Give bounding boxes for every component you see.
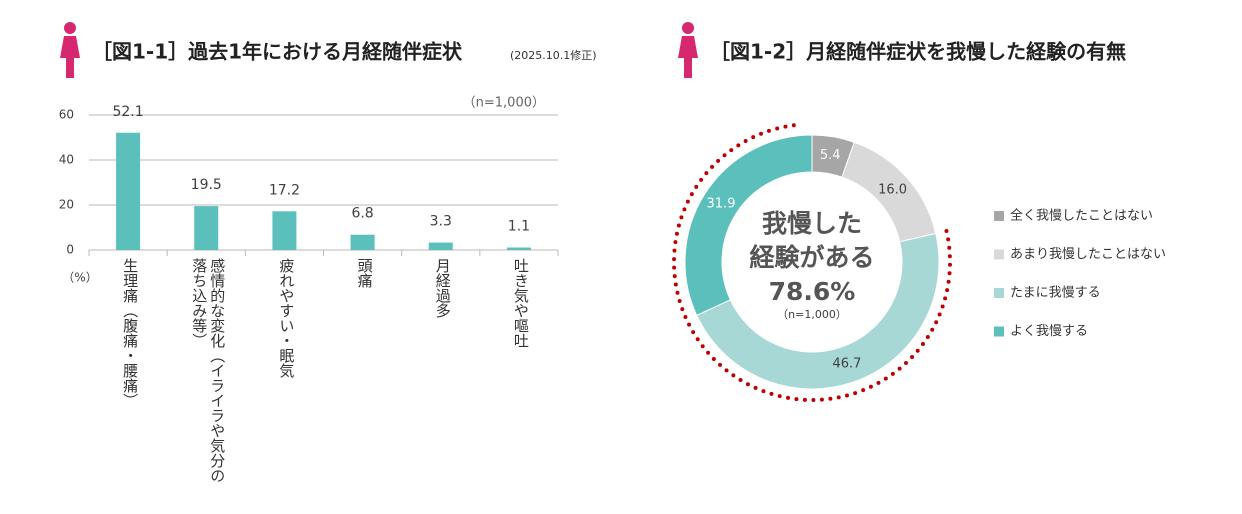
value-label: 31.9 bbox=[707, 196, 736, 211]
highlight-arc bbox=[672, 123, 952, 402]
donut-slice bbox=[684, 134, 813, 317]
legend-label: あまり我慢したことはない bbox=[1010, 246, 1166, 262]
legend-swatch bbox=[994, 211, 1004, 221]
value-label: 1.1 bbox=[508, 219, 530, 235]
y-tick-label: 0 bbox=[66, 243, 74, 257]
x-tick-label: 吐き気や嘔吐 bbox=[511, 258, 530, 348]
value-label: 3.3 bbox=[430, 214, 452, 230]
value-label: 52.1 bbox=[112, 104, 143, 120]
y-unit: （%） bbox=[62, 271, 97, 285]
x-tick-label: 月経過多 bbox=[433, 258, 452, 318]
value-label: 6.8 bbox=[351, 206, 373, 222]
value-label: 19.5 bbox=[191, 177, 222, 193]
legend-swatch bbox=[994, 249, 1004, 260]
bar bbox=[116, 132, 141, 250]
chart-title: ［図1-2］月経随伴症状を我慢した経験の有無 bbox=[710, 40, 1126, 64]
woman-icon bbox=[678, 22, 698, 78]
legend-swatch bbox=[994, 326, 1004, 337]
x-tick-label: 感情的な変化（イライラや気分の落ち込み等） bbox=[190, 258, 227, 483]
value-label: 46.7 bbox=[833, 357, 862, 372]
bar bbox=[428, 242, 453, 250]
y-tick-label: 40 bbox=[59, 153, 74, 167]
center-value: 78.6% bbox=[769, 277, 856, 306]
x-tick-label: 疲れやすい・眠気 bbox=[277, 258, 296, 378]
value-label: 5.4 bbox=[820, 148, 841, 163]
legend-label: たまに我慢する bbox=[1010, 285, 1101, 301]
center-text: 我慢した bbox=[762, 209, 862, 238]
bar bbox=[194, 206, 219, 250]
legend-label: 全く我慢したことはない bbox=[1010, 208, 1153, 224]
x-tick-label: 生理痛（腹痛・腰痛） bbox=[121, 258, 140, 408]
woman-icon bbox=[60, 22, 80, 78]
chart-title: ［図1-1］過去1年における月経随伴症状 bbox=[92, 40, 463, 64]
x-tick-label: 頭痛 bbox=[355, 258, 374, 288]
bar bbox=[350, 234, 375, 250]
value-label: 17.2 bbox=[269, 182, 300, 198]
value-label: 16.0 bbox=[878, 183, 907, 198]
sample-note: （n=1,000） bbox=[463, 96, 545, 111]
chart-subtitle: (2025.10.1修正) bbox=[510, 48, 597, 62]
y-tick-label: 60 bbox=[59, 108, 74, 122]
center-text: 経験がある bbox=[749, 243, 874, 272]
bar bbox=[506, 247, 531, 250]
y-tick-label: 20 bbox=[59, 198, 74, 212]
legend-label: よく我慢する bbox=[1010, 323, 1088, 339]
sample-note: （n=1,000） bbox=[777, 308, 847, 321]
donut-slice bbox=[696, 232, 940, 390]
legend-swatch bbox=[994, 288, 1004, 298]
bar bbox=[272, 211, 297, 250]
